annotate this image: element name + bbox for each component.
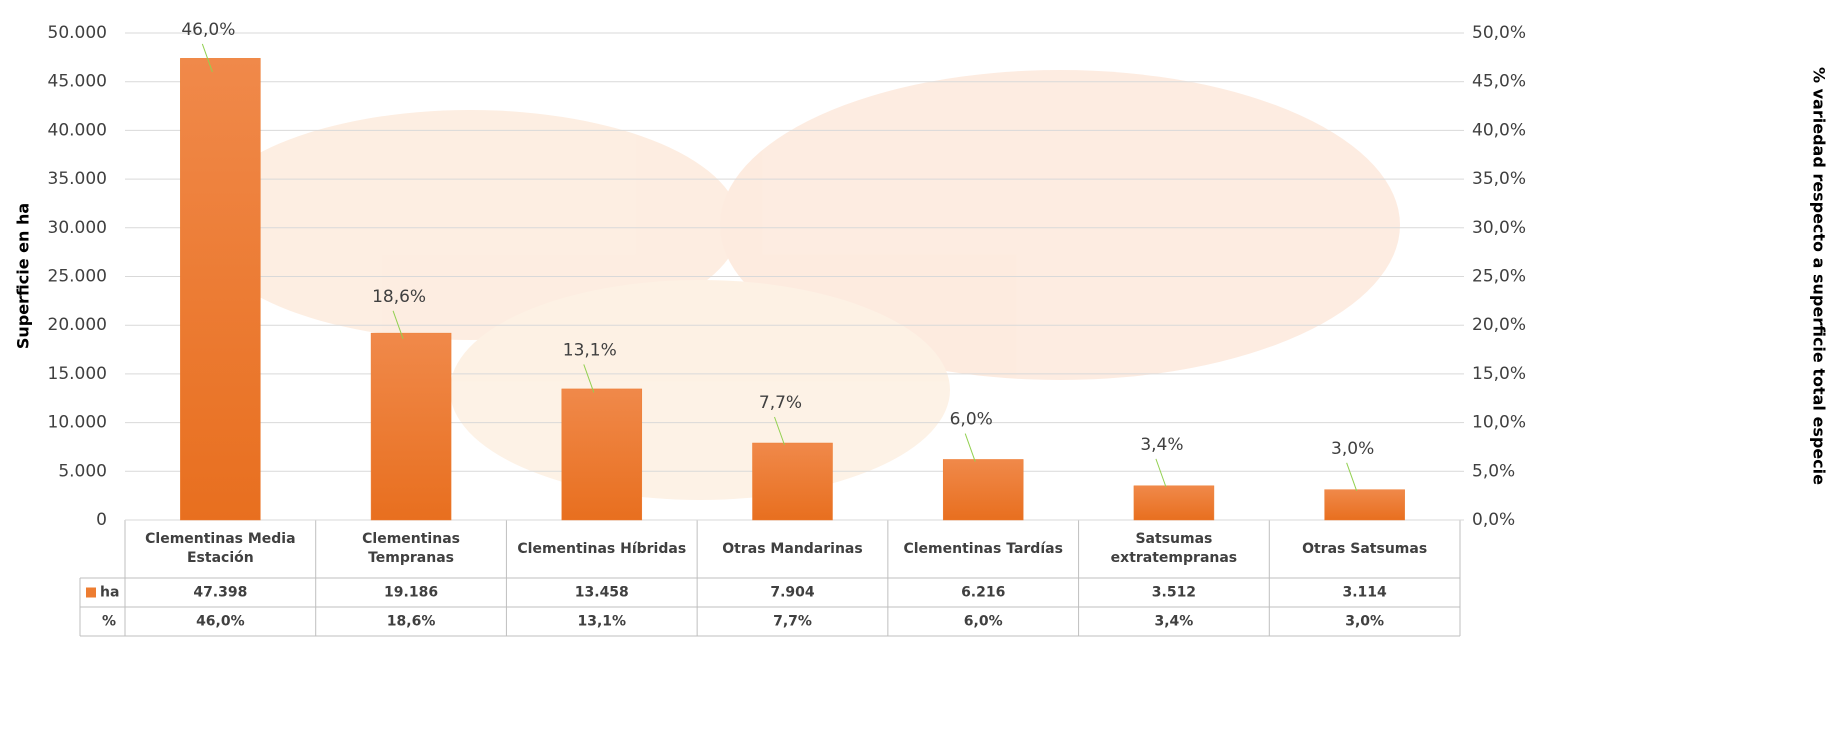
y2-tick-label: 5,0% [1472, 461, 1515, 481]
y-tick-label: 10.000 [48, 413, 107, 433]
y-tick-label: 20.000 [48, 315, 107, 335]
label-leader [201, 43, 213, 73]
y2-tick-label: 0,0% [1472, 510, 1515, 530]
x-tick-label: Clementinas Híbridas [517, 540, 687, 557]
y2-tick-label: 40,0% [1472, 120, 1526, 140]
table-value: 19.186 [384, 585, 438, 601]
label-leader [1155, 458, 1167, 488]
table-value: 13,1% [577, 614, 626, 630]
y2-tick-label: 25,0% [1472, 267, 1526, 287]
bar [752, 442, 833, 521]
x-tick-label: Otras Satsumas [1302, 540, 1428, 557]
legend-swatch [86, 587, 96, 598]
data-label: 3,4% [1140, 435, 1183, 455]
y-tick-label: 50.000 [48, 23, 107, 43]
table-value: 3.512 [1152, 585, 1196, 601]
table-value: 3,0% [1345, 614, 1384, 630]
table-value: 13.458 [575, 585, 629, 601]
y2-tick-label: 50,0% [1472, 23, 1526, 43]
table-value: 46,0% [196, 614, 245, 630]
table-value: 47.398 [193, 585, 247, 601]
y-axis-title: Superficie en ha [14, 203, 33, 349]
table-value: 3,4% [1155, 614, 1194, 630]
table-value: 6.216 [961, 585, 1005, 601]
y-tick-label: 0 [96, 510, 107, 530]
category-cell: Clementinas Tempranas [362, 531, 460, 566]
y-tick-label: 25.000 [48, 267, 107, 287]
table-value: 7.904 [770, 585, 815, 601]
y-tick-label: 15.000 [48, 364, 107, 384]
x-tick-label: Clementinas Media Estación [145, 531, 296, 566]
y-tick-label: 45.000 [48, 72, 107, 92]
y2-axis-title: % variedad respecto a superficie total e… [1810, 67, 1829, 485]
category-cell: Satsumas extratempranas [1110, 531, 1238, 566]
x-tick-label: Clementinas Tardías [903, 540, 1063, 557]
bar [370, 332, 452, 521]
y-tick-label: 35.000 [48, 169, 107, 189]
data-label: 6,0% [950, 410, 993, 430]
x-tick-label: Otras Mandarinas [722, 540, 863, 557]
bar [180, 58, 261, 521]
label-leader [583, 364, 595, 393]
category-cell: Clementinas Tardías [903, 540, 1063, 557]
y2-tick-label: 30,0% [1472, 218, 1526, 238]
y-tick-label: 30.000 [48, 218, 107, 238]
data-label: 7,7% [759, 393, 802, 413]
bar [561, 388, 643, 521]
data-label: 46,0% [181, 20, 235, 40]
x-tick-label: Clementinas Tempranas [362, 531, 460, 566]
y2-tick-label: 45,0% [1472, 72, 1526, 92]
category-cell: Clementinas Media Estación [145, 531, 296, 566]
category-cell: Clementinas Híbridas [517, 540, 687, 557]
table-value: 7,7% [773, 614, 812, 630]
y-tick-label: 40.000 [48, 120, 107, 140]
data-label: 13,1% [563, 340, 617, 360]
label-leader [1346, 462, 1358, 491]
data-label: 18,6% [372, 287, 426, 307]
data-label: 3,0% [1331, 439, 1374, 459]
bar [1133, 485, 1215, 521]
category-cell: Otras Satsumas [1302, 540, 1428, 557]
bar [942, 459, 1024, 521]
y2-tick-label: 15,0% [1472, 364, 1526, 384]
table-value: 6,0% [964, 614, 1003, 630]
category-cell: Otras Mandarinas [722, 540, 863, 557]
bar [1324, 489, 1405, 521]
y2-tick-label: 35,0% [1472, 169, 1526, 189]
label-leader [392, 310, 404, 340]
y-tick-label: 5.000 [58, 461, 107, 481]
legend-label: ha [100, 585, 119, 601]
table-value: 18,6% [387, 614, 436, 630]
table-value: 3.114 [1342, 585, 1387, 601]
y2-tick-label: 20,0% [1472, 315, 1526, 335]
legend-label: % [102, 614, 116, 630]
label-leader [964, 433, 976, 462]
data-table: Clementinas Media Estación Clementinas Te… [79, 519, 1461, 637]
x-tick-label: Satsumas extratempranas [1110, 531, 1238, 566]
y2-tick-label: 10,0% [1472, 413, 1526, 433]
label-leader [774, 416, 785, 446]
